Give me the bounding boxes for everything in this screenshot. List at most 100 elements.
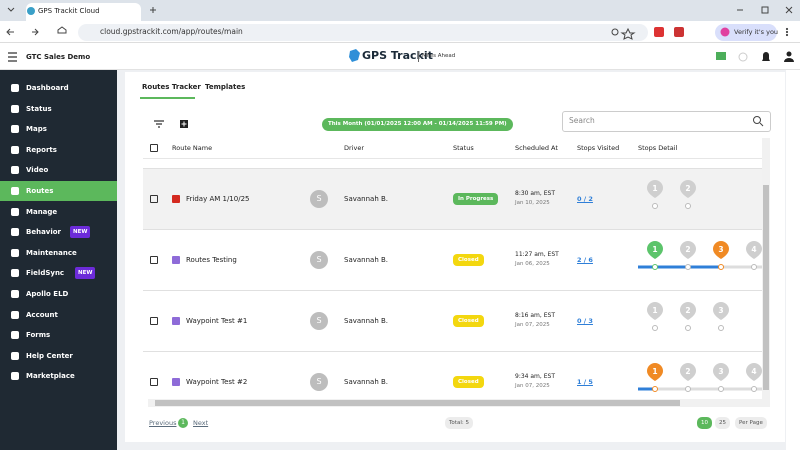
stop-label: 1 — [652, 245, 657, 254]
h-scroll-thumb[interactable] — [155, 400, 680, 406]
logo: GPS Trackit — [362, 49, 433, 62]
url-field[interactable] — [78, 24, 648, 41]
nav-item[interactable]: Marketplace — [26, 372, 75, 381]
table-row[interactable] — [143, 290, 763, 351]
nav-item[interactable]: Account — [26, 310, 58, 319]
tagline: Miles Ahead — [422, 53, 456, 59]
browser-tab[interactable] — [26, 3, 141, 21]
table-row[interactable] — [143, 351, 763, 400]
driver-name: Savannah B. — [344, 256, 389, 264]
nav-item[interactable]: Apollo ELD — [26, 290, 69, 298]
profile-chip[interactable] — [715, 24, 777, 41]
scheduled-time: 9:34 am, EST — [515, 373, 555, 380]
status-badge: Closed — [453, 254, 484, 266]
header-divider — [143, 158, 763, 159]
tab[interactable]: Routes Tracker — [142, 83, 201, 91]
status-badge: Closed — [453, 315, 484, 327]
stop-pin — [647, 302, 663, 320]
route-color — [172, 317, 180, 325]
nav-item[interactable]: Manage — [26, 207, 58, 216]
scheduled-time: 8:30 am, EST — [515, 190, 555, 197]
nav-icon — [11, 372, 19, 381]
nav-item[interactable]: Maintenance — [26, 248, 77, 257]
header-checkbox[interactable] — [150, 144, 158, 152]
stop-dot — [685, 203, 691, 209]
stop-pin — [680, 302, 696, 320]
row-checkbox[interactable] — [150, 317, 158, 325]
scheduled-date: Jan 06, 2025 — [515, 261, 550, 267]
nav-item[interactable]: Video — [26, 166, 49, 175]
tab[interactable]: Templates — [205, 83, 246, 91]
nav-item[interactable]: FieldSync — [26, 269, 65, 278]
stop-dot — [652, 264, 658, 270]
driver-avatar: S — [310, 373, 328, 391]
column-header: Status — [453, 144, 474, 152]
stop-dot — [685, 386, 691, 392]
driver-name: Savannah B. — [344, 195, 389, 203]
stop-pin — [713, 302, 729, 320]
stop-dot — [751, 386, 757, 392]
status-badge: In Progress — [453, 193, 499, 205]
v-scroll-thumb[interactable] — [763, 185, 769, 390]
nav-item[interactable]: Dashboard — [26, 84, 69, 92]
nav-icon — [11, 248, 19, 257]
new-badge: NEW — [75, 267, 96, 280]
nav-item[interactable]: Maps — [26, 125, 47, 134]
nav-item[interactable]: Behavior — [26, 228, 62, 237]
scheduled-date: Jan 07, 2025 — [515, 322, 550, 328]
stops-visited[interactable]: 2 / 6 — [577, 256, 593, 264]
stops-detail: 1 2 3 4 — [638, 363, 770, 392]
nav-icon — [11, 125, 19, 134]
active-item-bg — [0, 181, 117, 201]
scheduled-time: 11:27 am, EST — [515, 251, 559, 258]
url[interactable]: cloud.gpstrackit.com/app/routes/main — [100, 27, 243, 36]
row-checkbox[interactable] — [150, 256, 158, 264]
status-badge: Closed — [453, 376, 484, 388]
stop-dot — [652, 386, 658, 392]
new-badge: NEW — [70, 226, 91, 239]
row-checkbox[interactable] — [150, 378, 158, 386]
page-size[interactable]: 25 — [715, 417, 730, 429]
stops-visited[interactable]: 1 / 5 — [577, 378, 593, 386]
nav-item[interactable]: Reports — [26, 145, 57, 154]
column-header: Stops Detail — [638, 144, 678, 152]
nav-item[interactable]: Forms — [26, 331, 51, 340]
profile-label[interactable]: Verify it's you — [734, 28, 779, 36]
nav-icon — [11, 351, 19, 360]
table-row[interactable] — [143, 229, 763, 290]
route-name: Friday AM 1/10/25 — [186, 195, 250, 203]
nav-icon — [11, 228, 19, 237]
right-strip — [786, 70, 800, 450]
date-filter[interactable]: This Month (01/01/2025 12:00 AM - 01/14/… — [322, 118, 513, 131]
stop-pin — [647, 180, 663, 198]
driver-avatar: S — [310, 312, 328, 330]
nav-icon — [11, 207, 19, 216]
previous-link[interactable]: Previous — [149, 419, 177, 427]
next-link[interactable]: Next — [193, 419, 209, 427]
current-page[interactable]: 1 — [178, 418, 188, 428]
stop-dot — [652, 203, 658, 209]
nav-icon — [11, 166, 19, 175]
stop-dot — [652, 325, 658, 331]
stop-pin — [680, 363, 696, 381]
row-checkbox[interactable] — [150, 195, 158, 203]
stop-label: 2 — [685, 367, 690, 376]
search-box[interactable] — [562, 111, 771, 132]
nav-icon — [11, 269, 19, 278]
stops-visited[interactable]: 0 / 3 — [577, 317, 593, 325]
route-color — [172, 256, 180, 264]
nav-icon — [11, 187, 19, 195]
nav-item[interactable]: Routes — [26, 187, 54, 195]
route-name: Waypoint Test #1 — [186, 317, 248, 325]
stop-label: 1 — [652, 184, 657, 193]
stops-visited[interactable]: 0 / 2 — [577, 195, 593, 203]
stop-dot — [718, 386, 724, 392]
nav-item[interactable]: Status — [26, 104, 52, 113]
route-name: Routes Testing — [186, 256, 237, 264]
nav-item[interactable]: Help Center — [26, 351, 73, 360]
page-size[interactable]: 10 — [697, 417, 712, 429]
tab-title: GPS Trackit Cloud — [38, 7, 100, 15]
stop-dot — [718, 264, 724, 270]
scheduled-date: Jan 07, 2025 — [515, 383, 550, 389]
